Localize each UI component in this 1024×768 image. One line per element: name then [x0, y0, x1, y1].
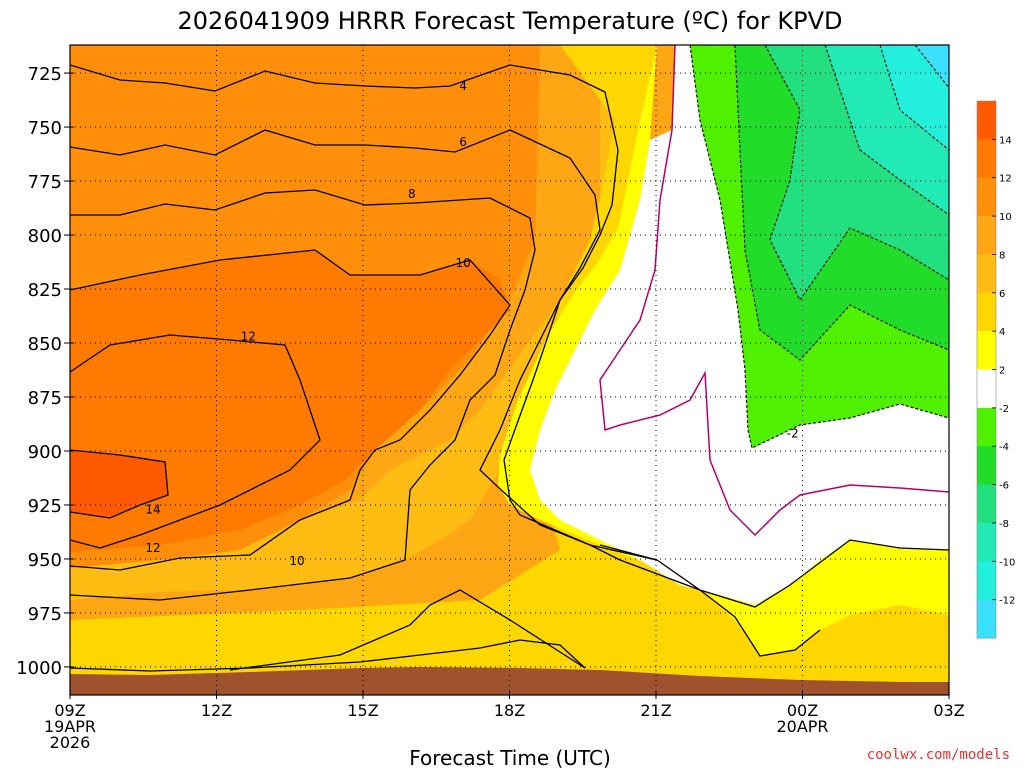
- colorbar-label: 2: [999, 366, 1005, 377]
- colorbar-swatch: [977, 561, 996, 601]
- isotherm-4: [70, 64, 821, 657]
- colorbar-label: 4: [999, 327, 1005, 338]
- contour-label: 14: [145, 502, 160, 516]
- band-minus2-to-0: [530, 45, 949, 605]
- chart-title: 2026041909 HRRR Forecast Temperature (ºC…: [177, 7, 842, 35]
- colorbar-swatch: [977, 177, 996, 217]
- colorbar-label: -8: [999, 519, 1009, 530]
- colorbar-label: -2: [999, 404, 1009, 415]
- isotherm-minus2: [689, 45, 949, 449]
- y-tick-label: 875: [28, 388, 62, 409]
- isotherm-6: [70, 129, 658, 561]
- isotherm-12: [70, 334, 321, 549]
- contour-label: -2: [787, 427, 799, 441]
- colorbar-swatch: [977, 369, 996, 409]
- colorbar-swatch: [977, 331, 996, 370]
- contour-labels: 4 6 8 10 12 14 12 10 -2: [145, 79, 798, 568]
- colorbar-swatch: [977, 407, 996, 447]
- colorbar-swatch: [977, 101, 996, 140]
- contour-label: 8: [408, 187, 416, 201]
- temperature-field: [70, 45, 949, 695]
- colorbar-label: -6: [999, 481, 1009, 492]
- x-tick-label: 00Z: [787, 701, 818, 720]
- x-axis-label: Forecast Time (UTC): [409, 746, 611, 768]
- colorbar-label: 12: [999, 174, 1012, 185]
- isotherms-negative: [689, 45, 949, 449]
- y-tick-label: 775: [28, 172, 62, 193]
- y-tick-label: 1000: [16, 658, 62, 679]
- isotherm-minus8: [824, 45, 949, 216]
- x-tick-label: 09Z: [54, 701, 85, 720]
- y-tick-label: 950: [28, 550, 62, 571]
- contour-label: 10: [289, 554, 304, 568]
- freezing-line-upper: [599, 45, 949, 537]
- isotherm-minus10: [879, 45, 949, 151]
- colorbar-swatch: [977, 292, 996, 332]
- colorbar-swatch: [977, 254, 996, 294]
- contour-label: 12: [145, 541, 160, 555]
- x-tick-label: 21Z: [640, 701, 671, 720]
- colorbar-label: -4: [999, 442, 1009, 453]
- colorbar-swatch: [977, 446, 996, 486]
- credit-link[interactable]: coolwx.com/models: [867, 747, 1010, 763]
- colorbar-label: 6: [999, 289, 1005, 300]
- x-tick-label: 18Z: [494, 701, 525, 720]
- isotherm-10: [70, 249, 511, 571]
- isotherm-14: [70, 449, 169, 519]
- y-tick-label: 750: [28, 118, 62, 139]
- y-tick-label: 725: [28, 64, 62, 85]
- colorbar: 14 12 10 8 6 4 2 -2 -4 -6 -8 -10 -12: [976, 100, 1015, 639]
- isotherm-2-lower: [599, 539, 949, 608]
- x-tick-label: 20APR: [776, 717, 828, 736]
- isotherm-minus12: [914, 45, 949, 89]
- colorbar-swatch: [977, 599, 996, 639]
- y-tick-label: 925: [28, 496, 62, 517]
- band-2-to-4: [70, 45, 949, 695]
- gridlines: [70, 45, 949, 695]
- contour-label: 4: [459, 79, 467, 93]
- y-tick-label: 825: [28, 280, 62, 301]
- y-tick-label: 800: [28, 226, 62, 247]
- y-tick-label: 975: [28, 604, 62, 625]
- x-tick-label: 03Z: [933, 701, 964, 720]
- colorbar-label: 14: [999, 135, 1012, 146]
- band-below-minus10: [880, 45, 949, 150]
- colorbar-swatch: [977, 139, 996, 179]
- contour-label: 12: [241, 330, 256, 344]
- band-below-minus12: [915, 45, 949, 88]
- isotherm-minus6: [764, 45, 949, 302]
- y-axis: 725 750 775 800 825 850 875 900 925 950 975 1000: [16, 64, 74, 679]
- y-tick-label: 900: [28, 442, 62, 463]
- isotherm-8: [70, 189, 536, 601]
- y-tick-label: 850: [28, 334, 62, 355]
- colorbar-label: 8: [999, 250, 1005, 261]
- colorbar-label: -12: [999, 596, 1015, 607]
- contour-label: 6: [459, 135, 467, 149]
- isotherm-minus4: [734, 45, 949, 361]
- colorbar-swatch: [977, 216, 996, 255]
- x-tick-label: 2026: [50, 733, 91, 752]
- band-above-14: [70, 450, 168, 518]
- freezing-line: [599, 45, 949, 537]
- colorbar-label: -10: [999, 557, 1015, 568]
- x-tick-label: 12Z: [201, 701, 232, 720]
- x-tick-label: 15Z: [347, 701, 378, 720]
- contour-label: 10: [455, 256, 470, 270]
- colorbar-label: 10: [999, 212, 1012, 223]
- colorbar-swatch: [977, 484, 996, 524]
- x-tick-label: 19APR: [44, 717, 96, 736]
- colorbar-swatch: [977, 522, 996, 562]
